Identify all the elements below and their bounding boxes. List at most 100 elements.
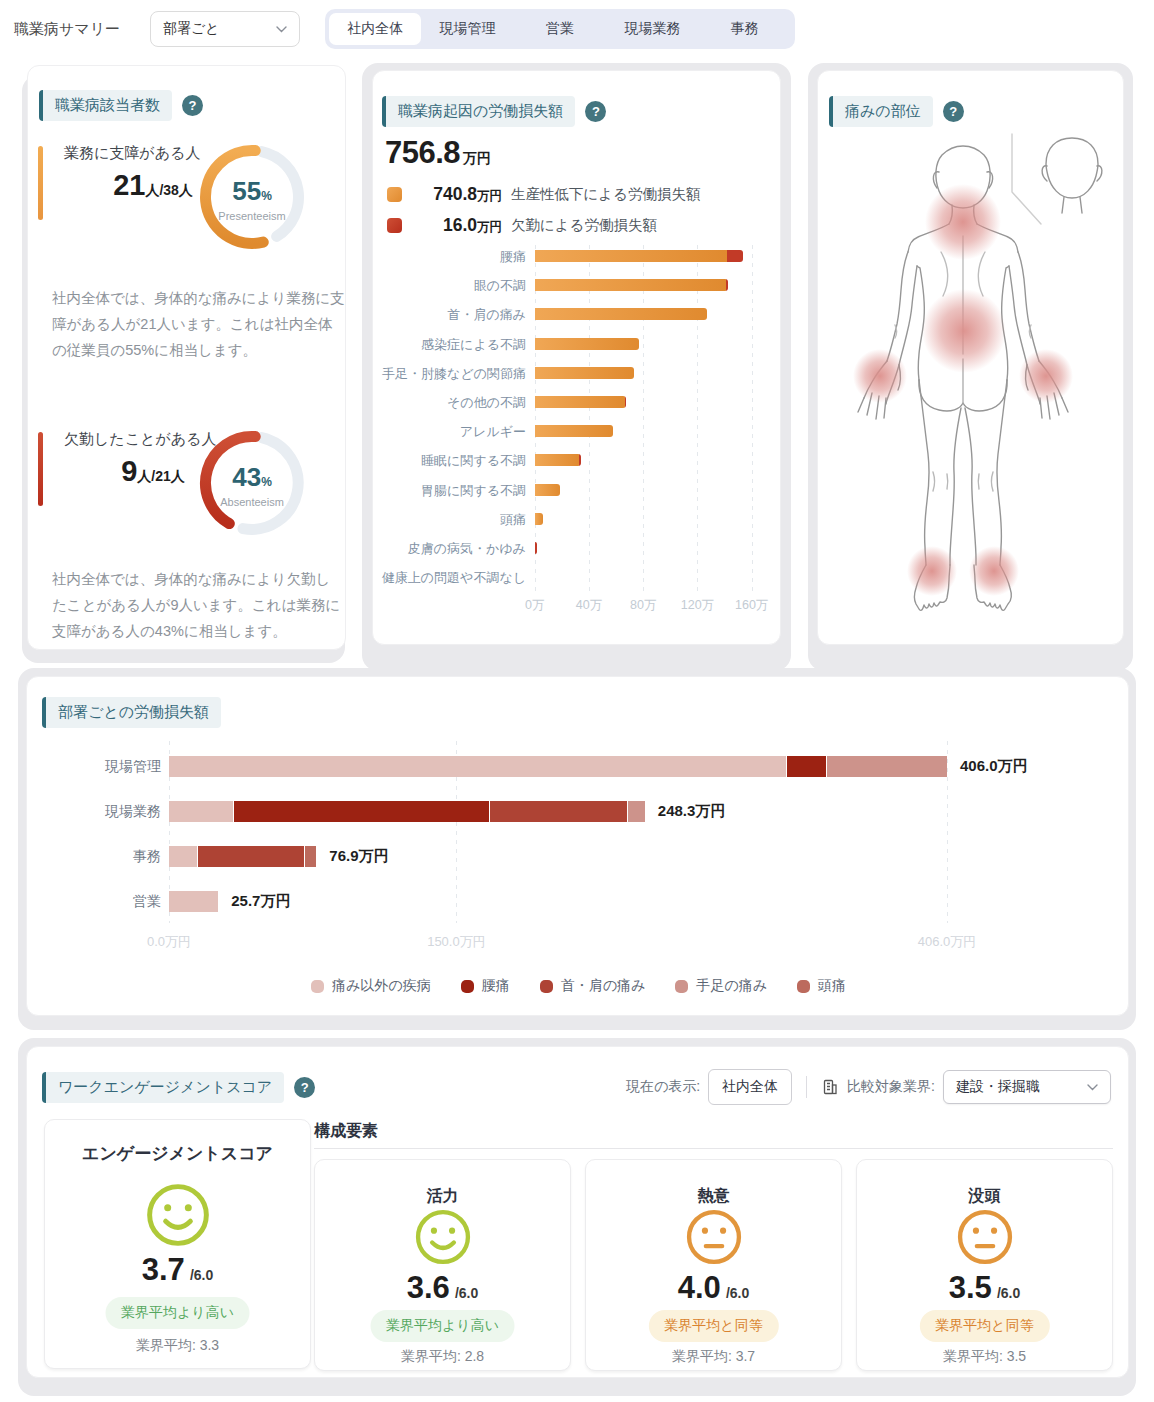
loss-chart-category: 眼の不調 <box>373 277 526 295</box>
component-card-2: 没頭 3.5/6.0 業界平均と同等 業界平均: 3.5 <box>856 1159 1113 1371</box>
overall-score: 3.7/6.0 <box>45 1252 310 1288</box>
painmap-card: 痛みの部位 ? <box>817 70 1124 645</box>
overall-score-card: エンゲージメントスコア 3.7/6.0 業界平均より高い 業界平均: 3.3 <box>44 1119 311 1369</box>
presenteeism-desc: 社内全体では、身体的な痛みにより業務に支障がある人が21人います。これは社内全体… <box>52 285 345 363</box>
tab-2[interactable]: 営業 <box>514 13 606 45</box>
component-score: 3.5/6.0 <box>857 1270 1112 1306</box>
dept-card: 部署ごとの労働損失額 現場管理406.0万円現場業務248.3万円事務76.9万… <box>26 676 1129 1016</box>
department-tabs: 社内全体現場管理営業現場業務事務 <box>325 9 795 49</box>
pain-spot-右足首 <box>969 546 1019 596</box>
presenteeism-gauge: 55%Presenteeism <box>199 144 305 250</box>
component-card-1: 熱意 4.0/6.0 業界平均と同等 業界平均: 3.7 <box>585 1159 842 1371</box>
component-industry-avg: 業界平均: 3.7 <box>586 1348 841 1366</box>
pain-spot-左手首 <box>853 349 907 403</box>
pain-spot-右手首 <box>1019 349 1073 403</box>
pain-spot-腰 <box>922 289 1006 373</box>
dept-chart-bar <box>169 756 947 777</box>
dept-chart-value: 25.7万円 <box>231 892 290 911</box>
tab-4[interactable]: 事務 <box>699 13 791 45</box>
help-icon[interactable]: ? <box>294 1077 315 1098</box>
group-select[interactable]: 部署ごと <box>150 11 300 47</box>
loss-chart-bar <box>535 425 614 437</box>
component-score: 3.6/6.0 <box>315 1270 570 1306</box>
legend-item: 頭痛 <box>797 977 846 995</box>
loss-chart-tick: 0万 <box>505 597 565 614</box>
dept-chart-legend: 痛み以外の疾病腰痛首・肩の痛み手足の痛み頭痛 <box>27 977 1130 995</box>
loss-chart-category: 腰痛 <box>373 248 526 266</box>
component-title: 没頭 <box>857 1186 1112 1207</box>
divider <box>806 1076 807 1098</box>
component-badge: 業界平均より高い <box>370 1310 515 1342</box>
component-badge: 業界平均と同等 <box>648 1310 778 1342</box>
loss-bar-chart: 腰痛眼の不調首・肩の痛み感染症による不調手足・肘膝などの関節痛その他の不調アレル… <box>373 71 782 646</box>
engagement-title: ワークエンゲージメントスコア <box>42 1072 284 1103</box>
tab-1[interactable]: 現場管理 <box>421 13 513 45</box>
help-icon[interactable]: ? <box>182 95 203 116</box>
absenteeism-block: 欠勤したことがある人 9人/21人 43%Absenteeism <box>38 428 335 540</box>
tab-0[interactable]: 社内全体 <box>329 13 421 45</box>
loss-chart-bar <box>535 513 544 525</box>
absenteeism-accent-bar <box>38 432 43 506</box>
loss-chart-category: 首・肩の痛み <box>373 306 526 324</box>
absenteeism-label: 欠勤したことがある人 <box>64 430 216 449</box>
component-face-icon <box>956 1208 1014 1270</box>
component-badge: 業界平均と同等 <box>919 1310 1049 1342</box>
loss-chart-category: その他の不調 <box>373 394 526 412</box>
loss-chart-bar <box>535 338 639 350</box>
page-title: 職業病サマリー <box>14 20 120 39</box>
engagement-card: ワークエンゲージメントスコア ? 現在の表示: 社内全体 比較対象業界: 建設・… <box>26 1046 1129 1378</box>
dept-chart-value: 76.9万円 <box>329 847 388 866</box>
legend-item: 痛み以外の疾病 <box>311 977 431 995</box>
dept-chart-tick: 150.0万円 <box>411 933 501 951</box>
dept-chart-value: 406.0万円 <box>960 757 1028 776</box>
component-score: 4.0/6.0 <box>586 1270 841 1306</box>
presenteeism-block: 業務に支障がある人 21人/38人 55%Presenteeism <box>38 142 335 254</box>
dept-bar-chart: 現場管理406.0万円現場業務248.3万円事務76.9万円営業25.7万円0.… <box>27 677 1130 1017</box>
loss-chart-bar <box>535 279 728 291</box>
presenteeism-label: 業務に支障がある人 <box>64 144 200 163</box>
loss-chart-bar <box>535 484 561 496</box>
overall-score-title: エンゲージメントスコア <box>45 1142 310 1165</box>
chevron-down-icon <box>1087 1084 1098 1091</box>
components-heading: 構成要素 <box>314 1121 378 1142</box>
legend-item: 腰痛 <box>461 977 510 995</box>
loss-chart-bar <box>535 250 743 262</box>
current-view-value: 社内全体 <box>708 1069 792 1105</box>
component-face-icon <box>414 1208 472 1270</box>
industry-value: 建設・採掘職 <box>956 1078 1040 1096</box>
absenteeism-gauge: 43%Absenteeism <box>199 430 305 536</box>
industry-label: 比較対象業界: <box>847 1078 935 1096</box>
components-divider <box>314 1148 1113 1149</box>
body-diagram <box>812 106 1132 646</box>
affected-card: 職業病該当者数 ? 業務に支障がある人 21人/38人 55%Presentee… <box>27 65 346 650</box>
loss-chart-tick: 80万 <box>613 597 673 614</box>
loss-chart-tick: 40万 <box>559 597 619 614</box>
loss-chart-bar <box>535 367 634 379</box>
dept-chart-category: 事務 <box>61 848 161 866</box>
loss-chart-category: 健康上の問題や不調なし <box>373 569 526 587</box>
current-view-label: 現在の表示: <box>626 1078 700 1096</box>
loss-chart-category: 胃腸に関する不調 <box>373 482 526 500</box>
loss-card: 職業病起因の労働損失額 ? 756.8万円 740.8万円 生産性低下による労働… <box>372 70 781 645</box>
loss-chart-category: 頭痛 <box>373 511 526 529</box>
component-title: 活力 <box>315 1186 570 1207</box>
loss-chart-category: 手足・肘膝などの関節痛 <box>373 365 526 383</box>
overall-industry-avg: 業界平均: 3.3 <box>45 1337 310 1355</box>
dept-chart-bar <box>169 891 218 912</box>
loss-chart-bar <box>535 542 537 554</box>
dept-chart-category: 営業 <box>61 893 161 911</box>
tab-3[interactable]: 現場業務 <box>606 13 698 45</box>
group-select-value: 部署ごと <box>163 20 220 38</box>
industry-select[interactable]: 建設・採掘職 <box>943 1070 1111 1104</box>
dept-chart-tick: 406.0万円 <box>902 933 992 951</box>
loss-chart-category: アレルギー <box>373 423 526 441</box>
legend-item: 首・肩の痛み <box>540 977 646 995</box>
loss-chart-tick: 120万 <box>667 597 727 614</box>
dept-chart-category: 現場業務 <box>61 803 161 821</box>
absenteeism-desc: 社内全体では、身体的な痛みにより欠勤したことがある人が9人います。これは業務に支… <box>52 566 345 644</box>
loss-chart-category: 感染症による不調 <box>373 336 526 354</box>
dept-chart-value: 248.3万円 <box>658 802 726 821</box>
dept-chart-bar <box>169 801 645 822</box>
dept-chart-bar <box>169 846 316 867</box>
overall-face-icon <box>145 1182 211 1252</box>
